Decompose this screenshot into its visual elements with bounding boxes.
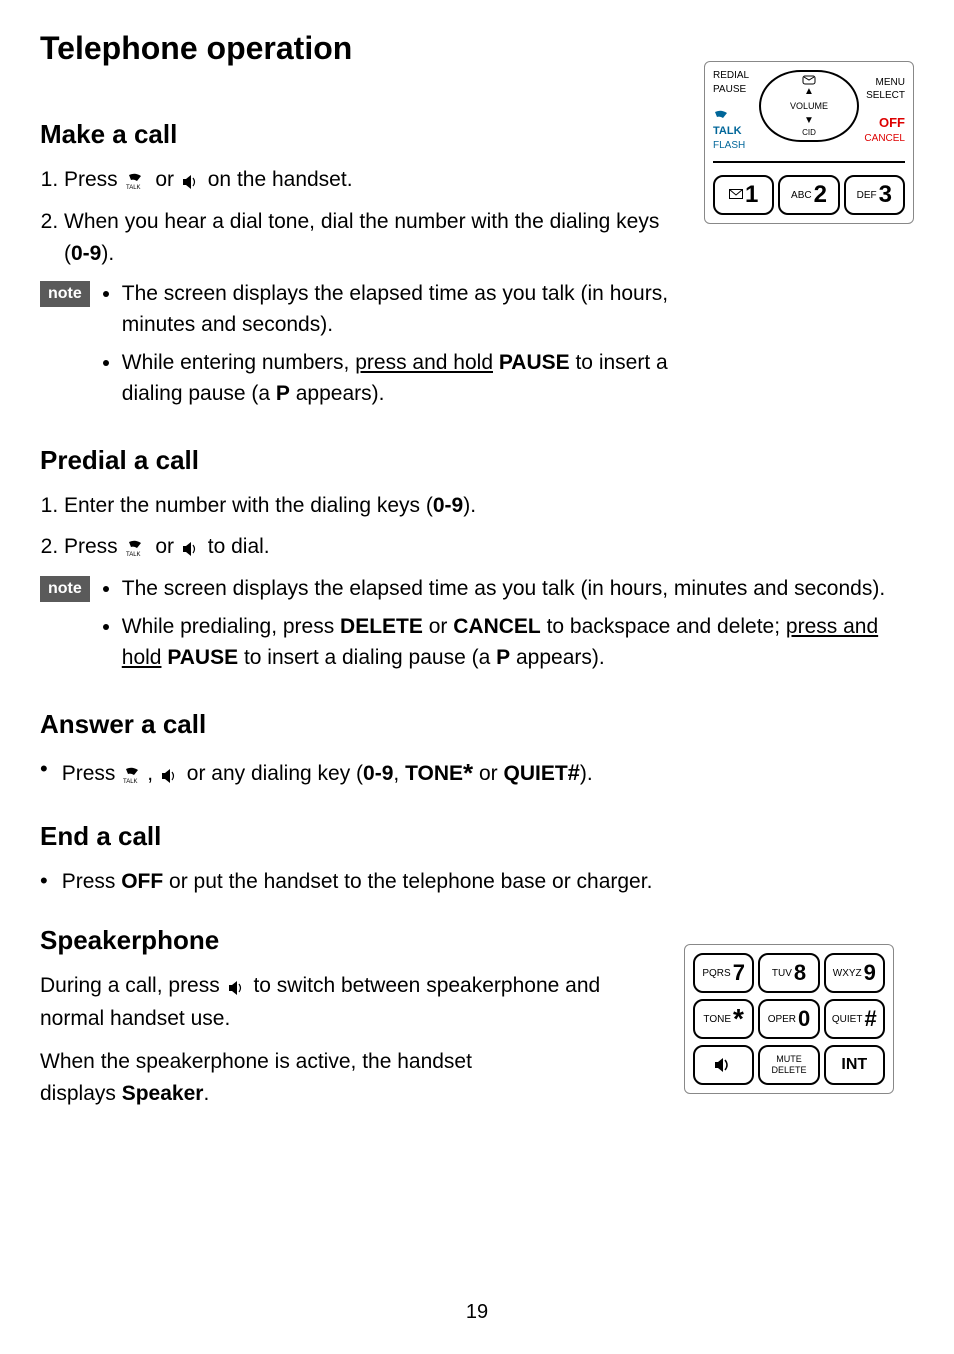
envelope-icon	[729, 189, 743, 201]
nav-pad: ▲ VOLUME ▼ CID	[759, 70, 859, 142]
key-8: TUV8	[758, 953, 819, 993]
key-7: PQRS7	[693, 953, 754, 993]
speaker-icon	[713, 1056, 735, 1074]
heading-answer: Answer a call	[40, 709, 914, 740]
svg-text:TALK: TALK	[123, 779, 138, 784]
svg-text:TALK: TALK	[126, 552, 141, 557]
make-step-2: When you hear a dial tone, dial the numb…	[64, 206, 684, 269]
label-select: SELECT	[863, 90, 905, 102]
make-step-1: Press TALK or on the handset.	[64, 164, 684, 196]
label-menu: MENU	[863, 77, 905, 89]
key-hash: QUIET#	[824, 999, 885, 1039]
hash-icon: #	[568, 760, 580, 785]
key-int: INT	[824, 1045, 885, 1085]
key-star: TONE*	[693, 999, 754, 1039]
svg-text:TALK: TALK	[126, 185, 141, 190]
label-pause: PAUSE	[713, 84, 755, 96]
label-off: OFF	[863, 116, 905, 131]
talk-icon	[713, 109, 733, 123]
predial-note-1: The screen displays the elapsed time as …	[122, 574, 914, 604]
talk-icon: TALK	[126, 534, 148, 561]
predial-steps: Enter the number with the dialing keys (…	[40, 490, 914, 564]
make-note-2: While entering numbers, press and hold P…	[122, 348, 684, 409]
page-number: 19	[0, 1301, 954, 1324]
star-icon: *	[463, 758, 473, 788]
predial-notes: The screen displays the elapsed time as …	[102, 574, 914, 681]
speaker-p2: When the speakerphone is active, the han…	[40, 1046, 540, 1109]
note-badge: note	[40, 576, 90, 602]
heading-make-call: Make a call	[40, 119, 684, 150]
speaker-icon	[182, 165, 200, 197]
speaker-icon	[161, 759, 179, 791]
label-cid: CID	[802, 128, 816, 137]
label-cancel: CANCEL	[863, 133, 905, 145]
handset-diagram-top: REDIAL PAUSE TALK FLASH ▲ VOLUME ▼ CID M…	[704, 61, 914, 224]
key-9: WXYZ9	[824, 953, 885, 993]
label-redial: REDIAL	[713, 70, 755, 82]
label-flash: FLASH	[713, 140, 755, 152]
speaker-p1: During a call, press to switch between s…	[40, 970, 640, 1034]
key-speaker	[693, 1045, 754, 1085]
message-icon	[802, 75, 816, 85]
handset-diagram-bottom: PQRS7 TUV8 WXYZ9 TONE* OPER0 QUIET# MUTE…	[684, 944, 894, 1094]
answer-line: • Press TALK , or any dialing key (0-9, …	[40, 754, 914, 793]
speaker-icon	[228, 971, 246, 1003]
talk-icon: TALK	[126, 167, 148, 194]
predial-note-2: While predialing, press DELETE or CANCEL…	[122, 612, 914, 673]
end-line: • Press OFF or put the handset to the te…	[40, 866, 914, 898]
key-2: ABC2	[778, 175, 839, 215]
make-notes: The screen displays the elapsed time as …	[102, 279, 684, 417]
key-mute-delete: MUTE DELETE	[758, 1045, 819, 1085]
make-call-steps: Press TALK or on the handset. When you h…	[40, 164, 684, 269]
heading-end: End a call	[40, 821, 914, 852]
label-talk: TALK	[713, 125, 755, 138]
key-0: OPER0	[758, 999, 819, 1039]
heading-predial: Predial a call	[40, 445, 914, 476]
predial-step-2: Press TALK or to dial.	[64, 531, 914, 563]
key-1: 1	[713, 175, 774, 215]
divider	[713, 161, 905, 163]
note-badge: note	[40, 281, 90, 307]
speaker-icon	[182, 532, 200, 564]
talk-icon: TALK	[123, 761, 145, 788]
label-volume: VOLUME	[790, 101, 828, 111]
key-3: DEF3	[844, 175, 905, 215]
predial-step-1: Enter the number with the dialing keys (…	[64, 490, 914, 522]
make-note-1: The screen displays the elapsed time as …	[122, 279, 684, 340]
